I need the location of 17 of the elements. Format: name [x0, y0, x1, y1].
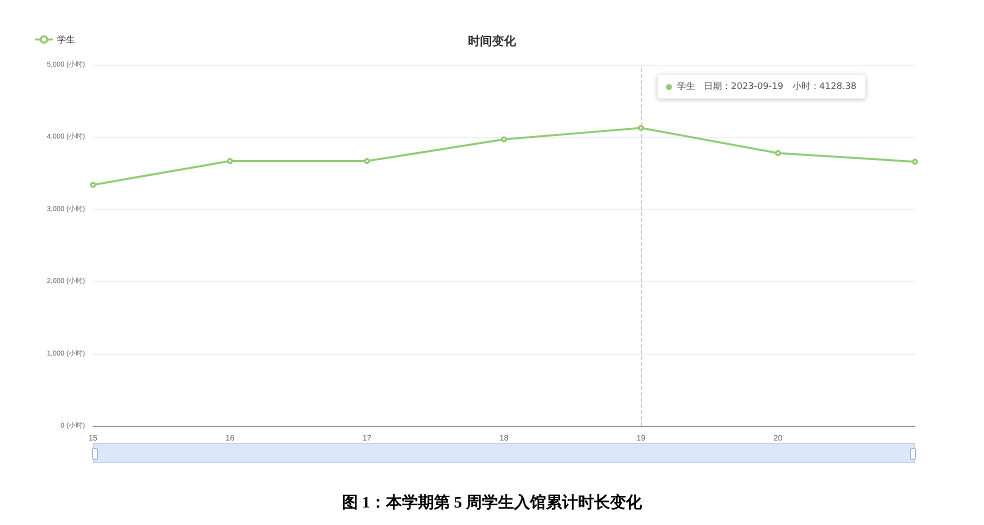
annotation: 学生 日期：2023-09-19 小时：4128.38: [677, 80, 857, 93]
x-tick-label: 18: [500, 434, 509, 442]
tooltip-card: 学生 日期：2023-09-19 小时：4128.38: [657, 74, 866, 99]
x-tick-label: 16: [226, 434, 235, 442]
point: [501, 136, 507, 142]
point: [227, 158, 233, 164]
caption: 图 1：本学期第 5 周学生入馆累计时长变化: [342, 494, 643, 512]
x-tick-label: 20: [774, 434, 783, 442]
point: [364, 158, 370, 164]
chart-title: 时间变化: [468, 34, 517, 48]
point: [90, 182, 96, 188]
x-tick-label: 15: [88, 434, 98, 442]
point: [912, 158, 918, 165]
x-tick-label: 17: [362, 434, 372, 442]
x-tick-label: 19: [636, 434, 646, 442]
point: [775, 150, 781, 156]
legend-label: 学生: [57, 34, 75, 44]
